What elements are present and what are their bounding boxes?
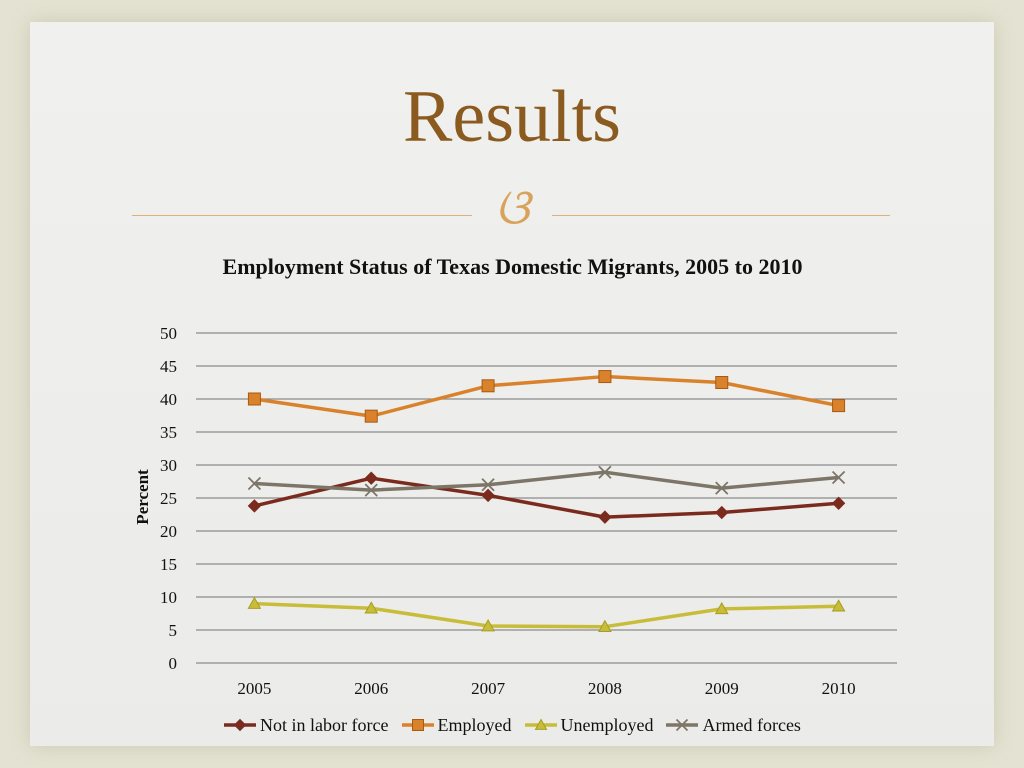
data-point [364, 483, 378, 497]
slide-title: Results [403, 76, 621, 158]
data-point [481, 488, 495, 503]
data-point [364, 409, 378, 423]
legend-swatch [224, 718, 257, 732]
data-point [598, 465, 612, 479]
legend-label: Armed forces [702, 714, 801, 735]
y-tick-label: 45 [160, 357, 177, 376]
chart-series [247, 370, 846, 632]
data-point [481, 619, 495, 632]
chart-title: Employment Status of Texas Domestic Migr… [222, 254, 803, 279]
data-point [832, 399, 846, 413]
data-point [481, 478, 495, 492]
legend-swatch [666, 718, 699, 732]
data-point [715, 376, 729, 389]
legend-swatch [401, 719, 434, 731]
y-tick-label: 35 [160, 423, 177, 442]
chart-legend: Not in labor force Employed Unemployed Arme… [0, 713, 1024, 737]
title-divider-right [552, 215, 890, 216]
data-point [247, 476, 262, 491]
x-tick-label: 2009 [705, 679, 739, 698]
series-line [254, 601, 839, 629]
data-point [364, 601, 379, 614]
data-point [831, 599, 846, 612]
x-axis-ticks: 2005 2006 2007 2008 2009 2010 [237, 679, 855, 698]
legend-swatch [524, 718, 557, 730]
legend-label: Employed [437, 714, 512, 735]
series-group [247, 465, 846, 497]
x-tick-label: 2006 [354, 679, 388, 698]
data-point [831, 496, 846, 510]
x-tick-label: 2010 [822, 679, 856, 698]
data-point [411, 719, 424, 731]
ornament-icon: ଓ [494, 179, 530, 235]
series-group [247, 370, 846, 423]
data-point [364, 471, 378, 485]
data-point [715, 481, 729, 495]
data-point [598, 619, 612, 632]
legend-label: Unemployed [560, 714, 654, 735]
series-group [247, 596, 846, 632]
y-tick-label: 5 [169, 621, 178, 640]
series-group [247, 471, 846, 524]
data-point [715, 505, 729, 520]
y-tick-label: 50 [160, 324, 177, 343]
series-line [254, 374, 839, 418]
series-line [254, 470, 839, 492]
legend-item: Not in labor force [223, 714, 389, 736]
y-axis-ticks: 0 5 10 15 20 25 30 35 40 45 50 [160, 324, 177, 673]
data-point [598, 510, 612, 524]
y-tick-label: 15 [160, 555, 177, 574]
x-tick-label: 2007 [471, 679, 506, 698]
data-point [247, 596, 262, 609]
data-point [676, 718, 689, 732]
y-tick-label: 0 [169, 654, 178, 673]
x-tick-label: 2008 [588, 679, 622, 698]
data-point [247, 499, 262, 513]
y-tick-label: 30 [160, 456, 177, 475]
data-point [534, 718, 547, 730]
y-tick-label: 25 [160, 489, 177, 508]
y-tick-label: 10 [160, 588, 177, 607]
y-tick-label: 20 [160, 522, 177, 541]
y-axis-label: Percent [133, 469, 152, 525]
legend-item: Employed [401, 715, 512, 736]
y-tick-label: 40 [160, 390, 177, 409]
title-divider-left [132, 215, 472, 216]
data-point [598, 370, 612, 384]
legend-item: Unemployed [524, 714, 654, 736]
data-point [714, 601, 729, 615]
data-point [247, 392, 261, 406]
series-line [254, 476, 839, 519]
x-tick-label: 2005 [237, 679, 271, 698]
data-point [233, 718, 247, 732]
legend-item: Armed forces [665, 714, 801, 736]
legend-label: Not in labor force [260, 714, 389, 735]
data-point [481, 379, 495, 393]
chart-grid [196, 332, 897, 664]
data-point [831, 470, 846, 485]
